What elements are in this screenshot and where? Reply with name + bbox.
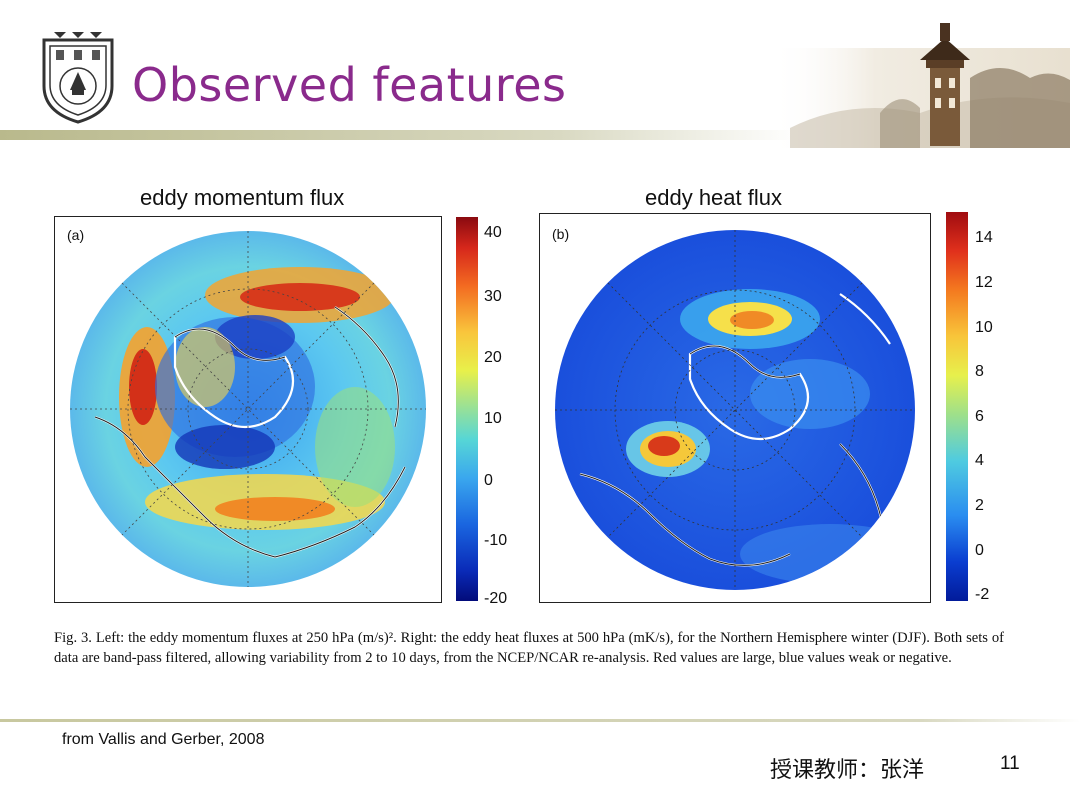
colorbar-a-tick: -10 [484, 532, 508, 549]
colorbar-b-tick: 0 [975, 542, 984, 559]
tower-photo [770, 18, 1070, 148]
slide-title: Observed features [132, 58, 567, 112]
map-panel-a: (a) [54, 216, 442, 603]
colorbar-b-tick: -2 [975, 586, 990, 603]
panel-b-tag: (b) [552, 226, 570, 242]
panel-b-title: eddy heat flux [645, 185, 782, 210]
momentum-flux-map [70, 231, 426, 587]
colorbar-a-tick: 20 [484, 349, 502, 366]
colorbar-a-tick: -20 [484, 590, 508, 607]
colorbar-a-tick: 10 [484, 410, 502, 427]
source-note: from Vallis and Gerber, 2008 [62, 731, 265, 748]
colorbar-a [456, 217, 478, 601]
colorbar-a-tick: 30 [484, 288, 502, 305]
colorbar-b-tick: 12 [975, 274, 993, 291]
colorbar-b-tick: 4 [975, 452, 984, 469]
colorbar-b-tick: 2 [975, 497, 984, 514]
colorbar-a-tick: 0 [484, 472, 493, 489]
footer-divider [0, 719, 1080, 722]
title-divider [0, 130, 800, 140]
heat-flux-map [555, 230, 915, 590]
map-panel-b: (b) [539, 213, 931, 603]
colorbar-b-tick: 14 [975, 229, 993, 246]
colorbar-a-tick: 40 [484, 224, 502, 241]
page-number: 11 [1000, 753, 1020, 774]
colorbar-b-tick: 6 [975, 408, 984, 425]
figure-caption: Fig. 3. Left: the eddy momentum fluxes a… [54, 630, 1004, 666]
panel-a-tag: (a) [67, 227, 85, 243]
teacher-name: 授课教师：张洋 [770, 758, 925, 783]
colorbar-b [946, 212, 968, 601]
colorbar-b-tick: 8 [975, 363, 984, 380]
colorbar-b-tick: 10 [975, 319, 993, 336]
university-seal-icon [38, 28, 118, 124]
panel-a-title: eddy momentum flux [140, 185, 345, 210]
